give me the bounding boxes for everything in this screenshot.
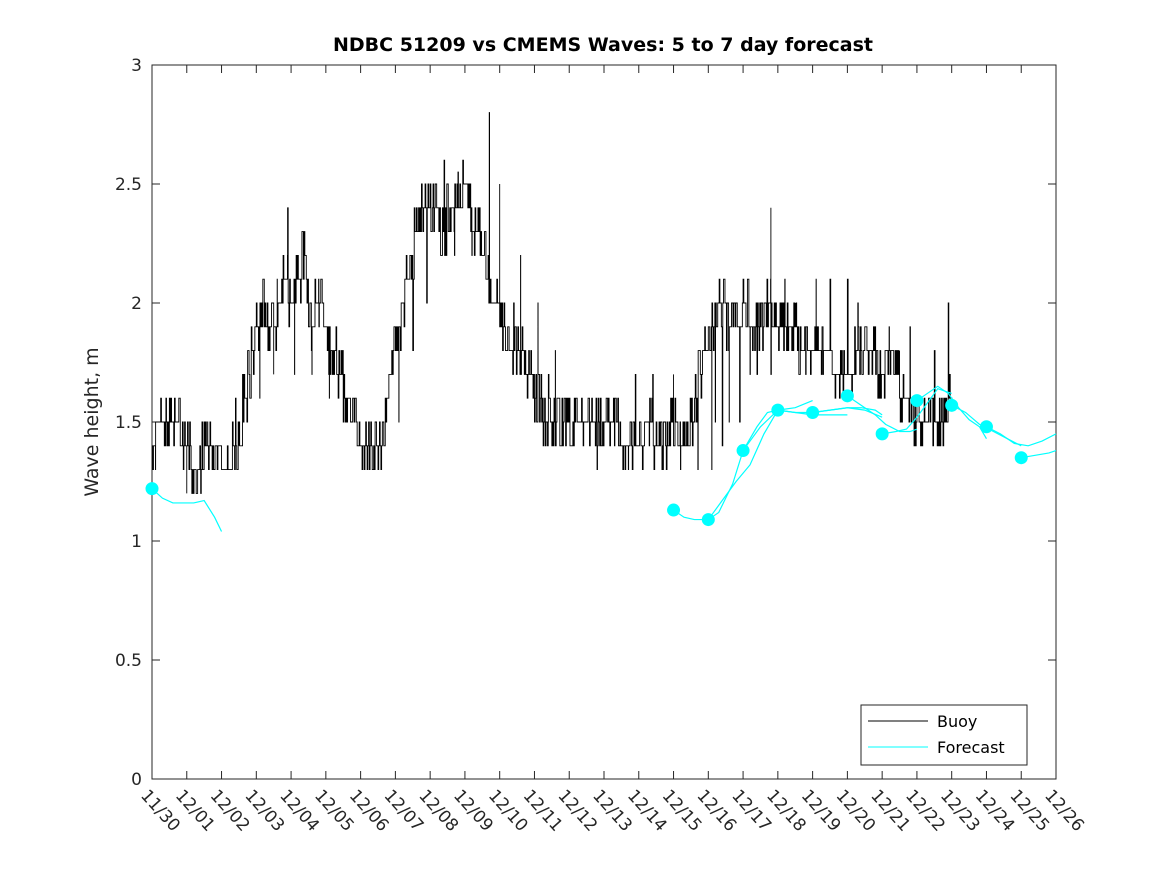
forecast-marker	[145, 482, 159, 496]
forecast-marker	[979, 420, 993, 434]
forecast-series-line	[1021, 449, 1057, 459]
y-tick-label: 0.5	[115, 651, 142, 671]
forecast-marker	[875, 427, 889, 441]
y-tick-label: 2.5	[115, 175, 142, 195]
forecast-marker	[667, 503, 681, 517]
legend-label-forecast: Forecast	[937, 738, 1005, 757]
legend-box	[860, 704, 1028, 766]
y-tick-label: 3	[131, 56, 142, 76]
chart-title: NDBC 51209 vs CMEMS Waves: 5 to 7 day fo…	[333, 34, 873, 56]
forecast-marker	[806, 405, 820, 419]
buoy-series-line	[152, 112, 953, 494]
forecast-series-line	[847, 395, 918, 433]
forecast-marker	[945, 398, 959, 412]
forecast-series-line	[812, 407, 883, 416]
y-tick-label: 1	[131, 532, 142, 552]
legend-label-buoy: Buoy	[937, 712, 977, 731]
forecast-marker	[840, 389, 854, 403]
y-tick-label: 0	[131, 770, 142, 790]
forecast-marker	[1014, 451, 1028, 465]
forecast-series-line	[986, 426, 1057, 447]
forecast-marker	[736, 444, 750, 458]
y-axis-label: Wave height, m	[81, 347, 103, 496]
y-tick-label: 1.5	[115, 413, 142, 433]
y-tick-label: 2	[131, 294, 142, 314]
forecast-series-line	[151, 488, 223, 532]
forecast-marker	[771, 403, 785, 417]
forecast-marker	[910, 394, 924, 408]
forecast-series-line	[882, 387, 952, 435]
forecast-marker	[701, 513, 715, 527]
forecast-series-line	[707, 400, 813, 520]
forecast-series-line	[673, 409, 778, 521]
legend: Buoy Forecast	[860, 704, 1028, 766]
